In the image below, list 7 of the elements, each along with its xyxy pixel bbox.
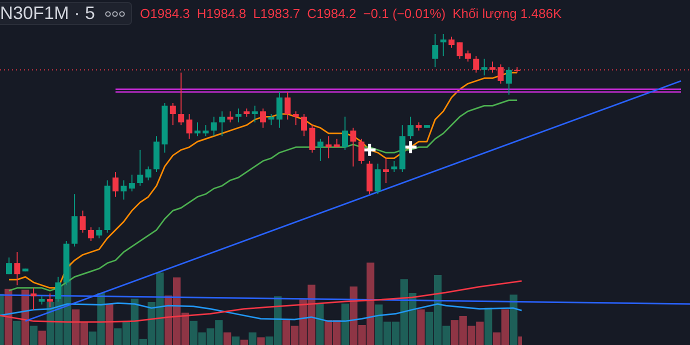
text: L1983.7	[253, 6, 300, 21]
text: Khối lượng 1.486K	[452, 6, 562, 21]
text: C1984.2	[307, 6, 356, 21]
text: O1984.3	[140, 6, 190, 21]
text: H1984.8	[196, 6, 246, 21]
text: −0.1 (−0.01%)	[363, 6, 446, 21]
chart-title: N30F1M · 5	[0, 3, 96, 24]
